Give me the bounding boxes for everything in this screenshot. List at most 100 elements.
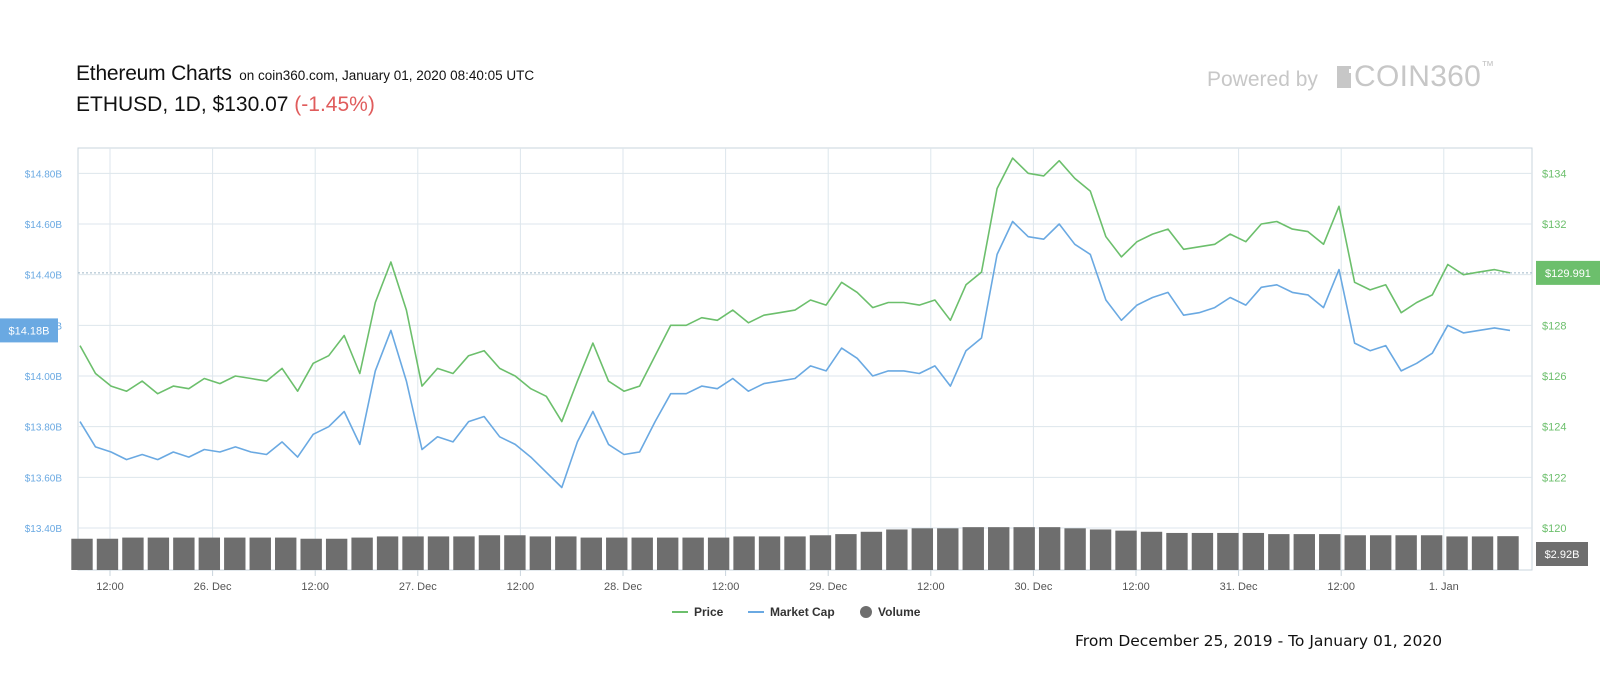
- volume-bar: [198, 537, 221, 570]
- volume-bar: [71, 538, 93, 570]
- powered-by-text: Powered by: [1207, 68, 1318, 91]
- right-axis-tick: $126: [1542, 371, 1566, 383]
- volume-bar: [1293, 534, 1315, 570]
- left-axis-tick: $14.40B: [25, 271, 63, 282]
- plot-frame: [77, 147, 1533, 571]
- volume-bar: [937, 528, 959, 570]
- right-axis-tick: $128: [1542, 320, 1566, 332]
- ticker-line: ETHUSD, 1D, $130.07 (-1.45%): [76, 93, 375, 117]
- x-axis-tick: 26. Dec: [194, 581, 232, 593]
- legend-item-market-cap[interactable]: Market Cap: [770, 605, 835, 619]
- x-axis-tick: 28. Dec: [604, 581, 642, 593]
- volume-bar: [351, 537, 373, 570]
- x-axis-tick: 12:00: [96, 581, 124, 593]
- volume-bar: [631, 537, 653, 570]
- volume-bar: [733, 536, 755, 570]
- volume-bar: [580, 537, 602, 570]
- volume-bar: [529, 536, 552, 570]
- volume-bar: [656, 537, 679, 570]
- chart-title: Ethereum Charts: [76, 62, 232, 85]
- volume-bar: [1140, 531, 1163, 570]
- volume-bar: [1089, 529, 1112, 570]
- x-axis-tick: 1. Jan: [1429, 581, 1459, 593]
- volume-bar: [1166, 532, 1188, 570]
- volume-bar: [784, 536, 806, 570]
- volume-current-value: $2.92B: [1545, 549, 1580, 561]
- price-current-tag: [1536, 260, 1600, 285]
- x-axis-tick: 30. Dec: [1014, 581, 1052, 593]
- x-axis-tick: 12:00: [917, 581, 945, 593]
- legend-item-price[interactable]: Price: [694, 605, 724, 619]
- volume-bar: [224, 537, 246, 570]
- x-axis-tick: 12:00: [712, 581, 740, 593]
- volume-bar: [249, 537, 271, 570]
- left-axis-tick: $14.00B: [25, 372, 63, 383]
- volume-bar: [758, 536, 781, 570]
- price-line: [79, 157, 1511, 423]
- volume-current-tag: [1536, 542, 1588, 566]
- x-axis-tick: 12:00: [1327, 581, 1355, 593]
- right-axis-tick: $120: [1542, 523, 1566, 535]
- right-axis-tick: $122: [1542, 472, 1566, 484]
- volume-bar: [1064, 528, 1086, 570]
- left-axis-tick: $13.40B: [25, 524, 63, 535]
- volume-bar: [147, 537, 170, 570]
- left-axis-tick: $13.60B: [25, 473, 63, 484]
- volume-bar: [1497, 536, 1519, 570]
- volume-bar: [300, 538, 322, 570]
- right-axis-tick: $134: [1542, 168, 1566, 180]
- chart-header-title: Ethereum Charts on coin360.com, January …: [76, 62, 534, 86]
- volume-bar: [682, 537, 704, 570]
- volume-bar: [1038, 527, 1061, 570]
- volume-bar: [1395, 535, 1417, 570]
- volume-bar: [555, 536, 577, 570]
- volume-bar: [1446, 536, 1468, 570]
- brand-logo[interactable]: COIN360™: [1337, 58, 1494, 94]
- volume-bar: [606, 537, 628, 570]
- market-cap-current-tag: [0, 318, 58, 343]
- x-axis-tick: 27. Dec: [399, 581, 437, 593]
- volume-bar: [504, 535, 526, 570]
- price-current-value: $129.991: [1545, 268, 1591, 280]
- volume-bar: [1420, 535, 1443, 570]
- volume-bar: [988, 527, 1010, 570]
- legend-item-volume[interactable]: Volume: [878, 605, 921, 619]
- volume-bar: [402, 536, 424, 570]
- volume-bar: [275, 537, 297, 570]
- volume-bar: [1471, 536, 1494, 570]
- volume-bar: [911, 528, 934, 570]
- price-change-label: (-1.45%): [294, 93, 375, 116]
- x-axis-tick: 31. Dec: [1220, 581, 1258, 593]
- x-axis-tick: 12:00: [1122, 581, 1150, 593]
- volume-bar: [1268, 534, 1290, 570]
- volume-bar: [96, 538, 119, 570]
- volume-bar: [1319, 534, 1341, 570]
- volume-bar: [453, 536, 475, 570]
- volume-bar: [1344, 535, 1366, 570]
- volume-bar: [1242, 532, 1265, 570]
- volume-bar: [1217, 532, 1239, 570]
- left-axis-tick: $14.60B: [25, 220, 63, 231]
- volume-bar: [886, 529, 908, 570]
- right-axis-tick: $124: [1542, 422, 1566, 434]
- x-axis-tick: 12:00: [301, 581, 329, 593]
- volume-bar: [835, 534, 857, 570]
- volume-bar: [860, 531, 883, 570]
- volume-bar: [1115, 530, 1137, 570]
- price-label: $130.07: [212, 93, 289, 116]
- volume-bar: [962, 527, 984, 570]
- x-axis-tick: 12:00: [507, 581, 535, 593]
- market-cap-current-value: $14.18B: [9, 325, 50, 337]
- volume-bar: [376, 536, 399, 570]
- volume-bar: [122, 537, 144, 570]
- volume-bar: [427, 536, 450, 570]
- volume-bar: [809, 535, 832, 570]
- pair-label: ETHUSD, 1D,: [76, 93, 213, 116]
- volume-bar: [478, 535, 501, 570]
- volume-bar: [707, 537, 730, 570]
- volume-bar: [1013, 527, 1035, 570]
- date-range-footer: From December 25, 2019 - To January 01, …: [1075, 632, 1443, 650]
- brand-name: COIN360: [1354, 60, 1482, 93]
